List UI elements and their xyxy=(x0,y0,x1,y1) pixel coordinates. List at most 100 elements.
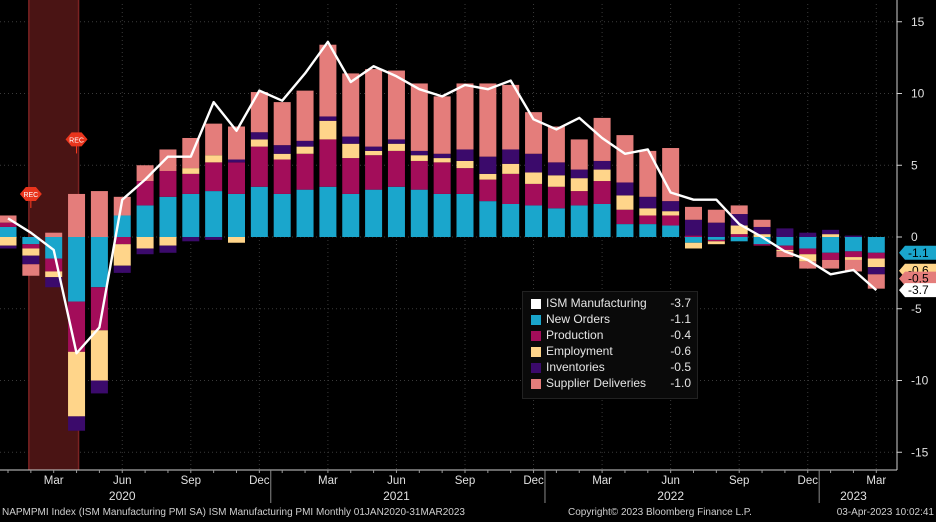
bar-production xyxy=(113,237,131,245)
bar-employment xyxy=(22,248,40,256)
bar-inventories xyxy=(0,245,17,249)
legend-value: -0.6 xyxy=(670,344,691,358)
x-tick-label: Mar xyxy=(44,475,64,487)
bar-supplier-deliveries xyxy=(365,69,383,147)
bar-inventories xyxy=(593,160,611,170)
bar-inventories xyxy=(844,235,862,237)
legend-swatch xyxy=(531,347,541,357)
legend-entry: ISM Manufacturing -3.7 xyxy=(531,296,693,312)
bar-inventories xyxy=(205,237,223,240)
x-tick-label: Dec xyxy=(523,475,544,487)
bar-inventories xyxy=(228,159,245,163)
bar-new-orders xyxy=(387,186,405,237)
bar-new-orders xyxy=(844,237,862,252)
bar-supplier-deliveries xyxy=(273,102,291,146)
bar-supplier-deliveries xyxy=(205,123,223,156)
bar-new-orders xyxy=(273,193,291,237)
bar-supplier-deliveries xyxy=(616,135,634,183)
bar-supplier-deliveries xyxy=(68,193,86,237)
bar-production xyxy=(593,181,611,204)
bar-inventories xyxy=(410,150,428,156)
bar-supplier-deliveries xyxy=(570,139,588,170)
legend-entry: Inventories -0.5 xyxy=(531,360,693,376)
bar-employment xyxy=(365,150,383,156)
bar-production xyxy=(182,173,200,194)
bar-supplier-deliveries xyxy=(502,84,520,150)
bar-production xyxy=(228,162,245,194)
bar-production xyxy=(365,155,383,190)
bar-inventories xyxy=(547,162,565,176)
bar-new-orders xyxy=(685,237,702,243)
bar-employment xyxy=(273,153,291,160)
legend-entry: Supplier Deliveries -1.0 xyxy=(531,376,693,392)
legend-swatch xyxy=(531,379,541,389)
footer-source: NAPMPMI Index (ISM Manufacturing PMI SA)… xyxy=(2,507,465,518)
value-tag-bg xyxy=(899,271,936,286)
bar-supplier-deliveries xyxy=(159,149,177,171)
bar-employment xyxy=(159,237,177,246)
bar-supplier-deliveries xyxy=(639,150,657,197)
bar-new-orders xyxy=(525,205,543,237)
bar-production xyxy=(730,234,748,237)
legend-swatch xyxy=(531,299,541,309)
bar-supplier-deliveries xyxy=(319,44,337,117)
year-label: 2020 xyxy=(109,489,136,503)
bar-employment xyxy=(730,225,748,235)
bar-supplier-deliveries xyxy=(136,165,154,182)
bar-inventories xyxy=(707,222,725,237)
bar-new-orders xyxy=(228,193,245,237)
bar-employment xyxy=(456,160,474,169)
bar-inventories xyxy=(68,416,86,431)
bar-production xyxy=(799,248,817,255)
bar-inventories xyxy=(753,226,771,235)
bar-production xyxy=(387,150,405,187)
bar-production xyxy=(319,139,337,187)
bar-employment xyxy=(799,254,817,262)
recession-flag-marker xyxy=(65,132,88,147)
x-tick-label: Sep xyxy=(181,475,201,487)
x-tick-label: Jun xyxy=(661,475,680,487)
bar-supplier-deliveries xyxy=(685,206,702,220)
bar-production xyxy=(662,215,680,226)
bar-employment xyxy=(707,241,725,245)
bar-new-orders xyxy=(0,226,17,237)
bar-supplier-deliveries xyxy=(45,232,63,237)
legend-swatch xyxy=(531,363,541,373)
legend-entry: Employment -0.6 xyxy=(531,344,693,360)
bar-inventories xyxy=(776,228,794,237)
bar-new-orders xyxy=(616,224,634,237)
bar-employment xyxy=(45,271,63,278)
year-label: 2023 xyxy=(840,489,867,503)
bar-supplier-deliveries xyxy=(342,73,360,137)
bar-new-orders xyxy=(250,186,268,237)
bar-new-orders xyxy=(45,237,63,259)
y-tick-label: 15 xyxy=(911,15,925,29)
bar-employment xyxy=(753,234,771,237)
bar-employment xyxy=(502,163,520,174)
bar-employment xyxy=(68,351,86,417)
legend-value: -0.5 xyxy=(670,360,691,374)
bar-employment xyxy=(296,146,314,154)
bar-supplier-deliveries xyxy=(730,205,748,215)
bar-inventories xyxy=(387,139,405,144)
legend-entry: Production -0.4 xyxy=(531,328,693,344)
bar-inventories xyxy=(730,214,748,226)
bar-inventories xyxy=(113,265,131,273)
bar-new-orders xyxy=(205,191,223,237)
bar-production xyxy=(753,244,771,246)
bar-new-orders xyxy=(319,186,337,237)
bar-inventories xyxy=(662,201,680,212)
bar-supplier-deliveries xyxy=(250,92,268,133)
y-tick-label: 10 xyxy=(911,87,925,101)
bar-production xyxy=(273,159,291,194)
bar-supplier-deliveries xyxy=(433,96,451,154)
bar-inventories xyxy=(616,182,634,196)
bar-employment xyxy=(250,139,268,147)
bar-new-orders xyxy=(22,237,40,245)
bar-inventories xyxy=(685,219,702,236)
bar-new-orders xyxy=(456,193,474,237)
x-tick-label: Dec xyxy=(249,475,270,487)
bar-production xyxy=(616,209,634,225)
bar-supplier-deliveries xyxy=(228,126,245,160)
bar-inventories xyxy=(822,229,840,235)
